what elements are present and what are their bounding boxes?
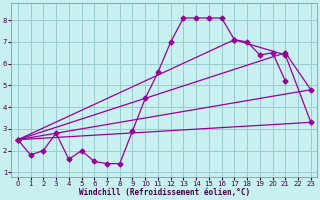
X-axis label: Windchill (Refroidissement éolien,°C): Windchill (Refroidissement éolien,°C) — [79, 188, 250, 197]
